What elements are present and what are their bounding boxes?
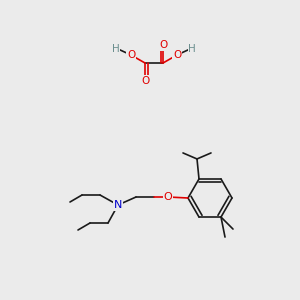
Text: O: O <box>141 76 149 86</box>
Text: H: H <box>112 44 120 54</box>
Text: O: O <box>173 50 181 60</box>
Text: O: O <box>159 40 167 50</box>
Text: N: N <box>114 200 122 210</box>
Text: O: O <box>127 50 135 60</box>
Text: O: O <box>164 192 172 202</box>
Text: H: H <box>188 44 196 54</box>
